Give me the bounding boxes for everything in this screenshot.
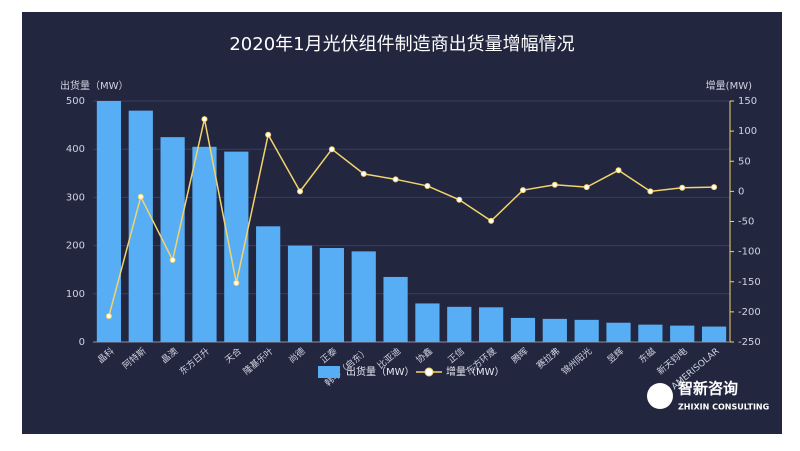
line-point <box>392 176 399 183</box>
y-tick-label: 300 <box>66 192 85 203</box>
y-tick-label: 500 <box>66 96 85 107</box>
bar <box>542 318 567 342</box>
y2-axis-title: 增量(MW) <box>706 79 752 92</box>
y2-tick-label: -250 <box>738 337 761 348</box>
y-tick-label: 400 <box>66 144 85 155</box>
y2-tick-label: -50 <box>738 217 754 228</box>
bar <box>96 101 122 342</box>
bar <box>479 307 504 342</box>
y-tick-label: 200 <box>66 241 85 252</box>
bar <box>351 251 376 342</box>
bar <box>574 319 599 342</box>
bar <box>383 276 408 342</box>
y-tick-label: 0 <box>79 337 85 348</box>
line-point <box>456 196 463 203</box>
y2-tick-label: 150 <box>738 96 757 107</box>
bar <box>287 245 313 342</box>
line-point <box>233 279 240 286</box>
line-point <box>488 217 495 224</box>
line-point <box>551 181 558 188</box>
bar <box>192 146 217 342</box>
line-point <box>615 167 622 174</box>
line-point <box>328 146 335 153</box>
line-point <box>105 313 112 320</box>
line-point <box>711 184 718 191</box>
line-point <box>647 188 654 195</box>
line-point <box>519 187 526 194</box>
bar <box>670 325 695 342</box>
legend-swatch <box>318 366 340 378</box>
y2-tick-label: -150 <box>738 277 761 288</box>
legend-label: 出货量（MW） <box>346 365 415 378</box>
logo-icon <box>647 383 673 409</box>
logo-sub: ZHIXIN CONSULTING <box>678 403 769 412</box>
y-axis-title: 出货量（MW） <box>60 79 129 92</box>
line-point <box>169 257 176 264</box>
y-tick-label: 100 <box>66 289 85 300</box>
y2-tick-label: 50 <box>738 156 751 167</box>
line-point <box>424 182 431 189</box>
bar <box>256 226 281 342</box>
line-point <box>297 188 304 195</box>
bar <box>160 137 185 342</box>
legend-label: 增量（MW） <box>446 365 505 378</box>
line-point <box>137 193 144 200</box>
bar <box>319 248 344 342</box>
line-point <box>679 184 686 191</box>
y2-tick-label: -200 <box>738 307 761 318</box>
y2-tick-label: 100 <box>738 126 757 137</box>
y2-tick-label: -100 <box>738 247 761 258</box>
line <box>108 118 715 317</box>
bar <box>510 317 536 342</box>
bar <box>606 322 631 342</box>
bar <box>638 324 663 342</box>
bar <box>415 303 440 342</box>
line-point <box>201 116 208 123</box>
chart-title: 2020年1月光伏组件制造商出货量增幅情况 <box>229 34 574 55</box>
legend-swatch <box>424 367 434 377</box>
bar <box>701 326 727 342</box>
y2-tick-label: 0 <box>738 186 744 197</box>
line-point <box>265 131 272 138</box>
logo-brand: 智新咨询 <box>678 380 738 398</box>
line-point <box>360 170 367 177</box>
line-point <box>583 184 590 191</box>
bar <box>447 306 472 342</box>
logo: 智新咨询 ZHIXIN CONSULTING <box>647 380 769 412</box>
